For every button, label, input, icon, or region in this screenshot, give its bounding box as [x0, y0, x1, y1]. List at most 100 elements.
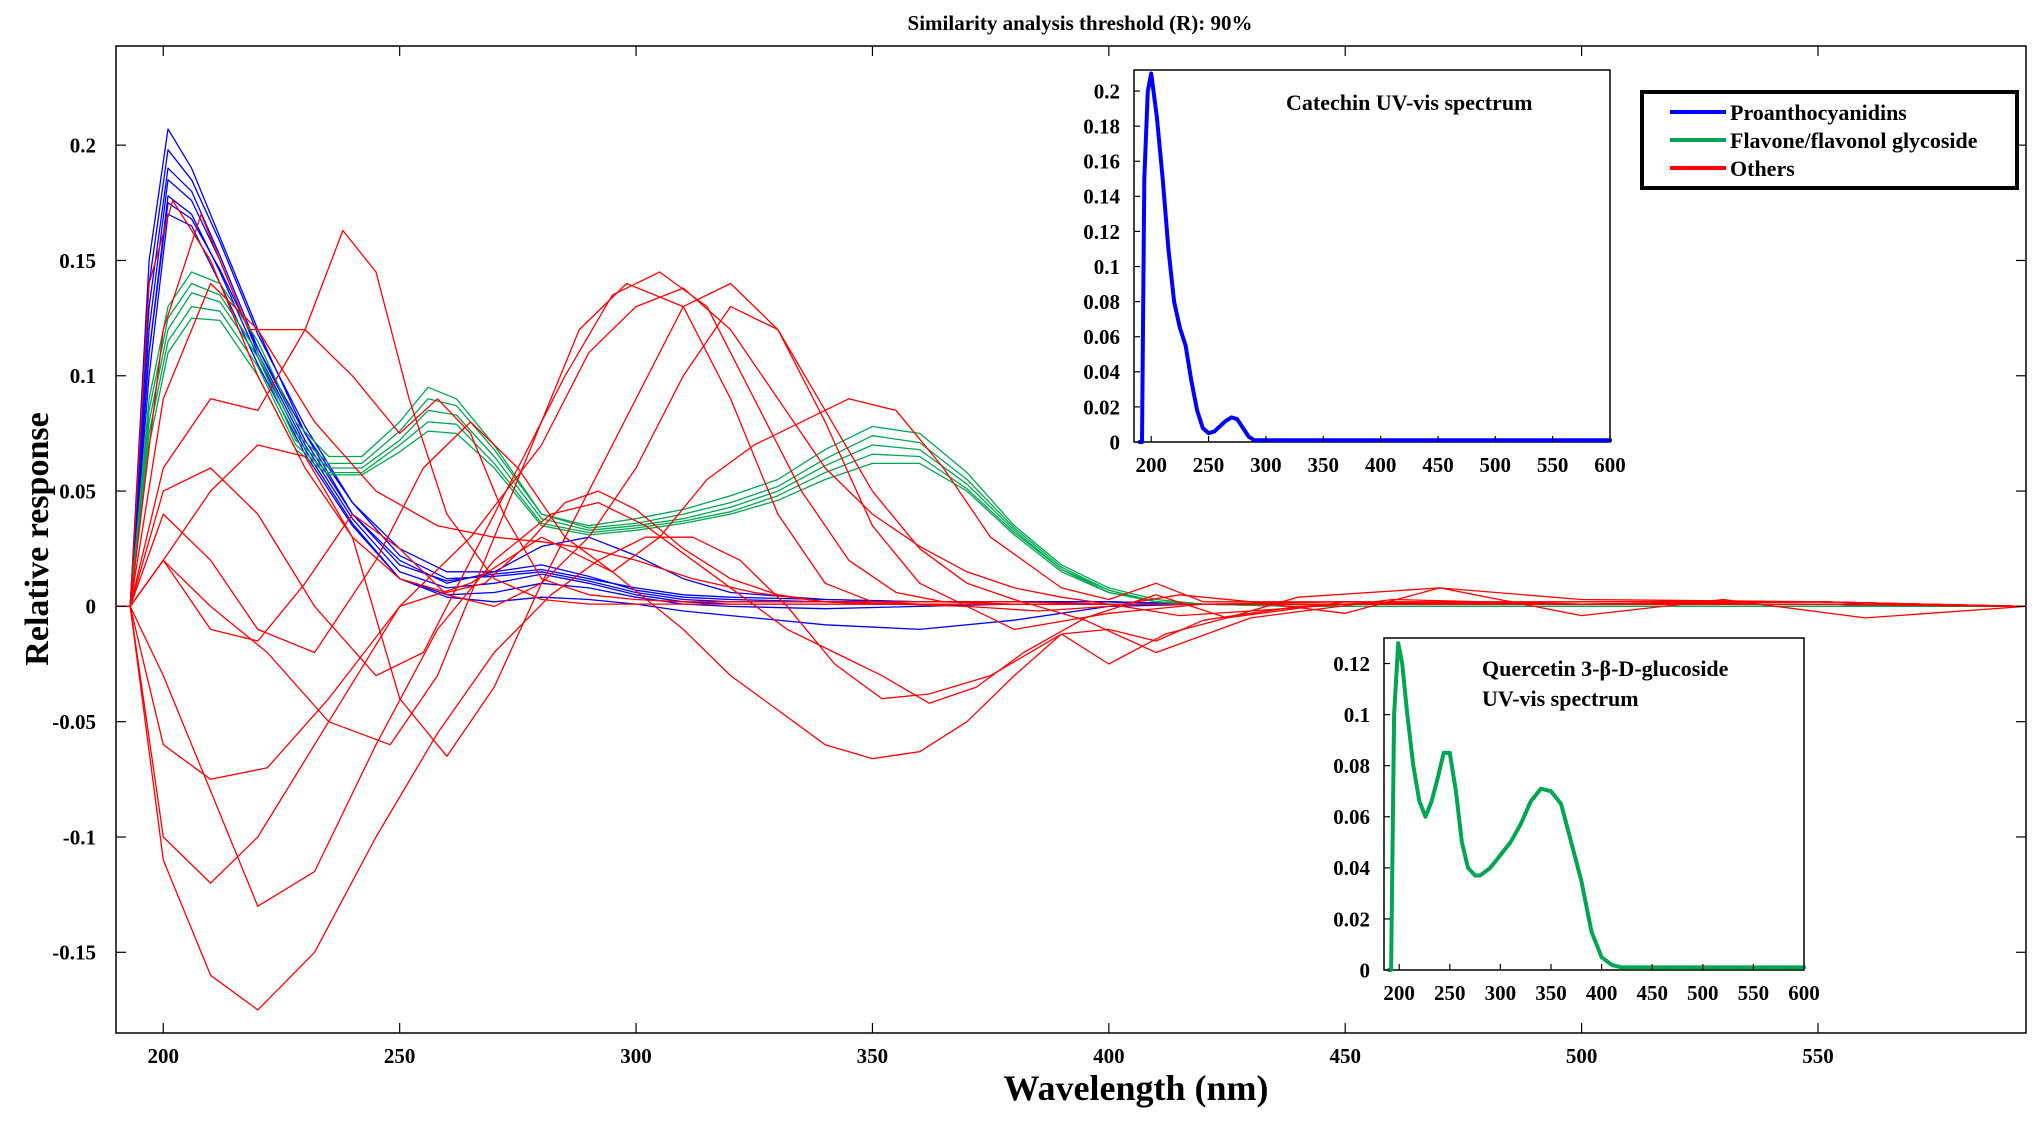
inset-catechin-y-axis-ticks: 0 0.02 0.04 0.06 0.08 0.1 0.12 0.14 0.16 0.18 0.2 [1083, 79, 1140, 454]
main-y-tick-label-3: 0 [86, 595, 97, 619]
legend-label-proanthocyanidins: Proanthocyanidins [1730, 100, 1907, 125]
main-series-others-23 [115, 305, 2027, 642]
inset-catechin-frame [1133, 69, 1611, 443]
legend: Proanthocyanidins Flavone/flavonol glyco… [1640, 90, 2019, 190]
main-series-proanthocyanidins-4 [115, 179, 2027, 608]
inset-catechin-x-axis-ticks: 200 250 300 350 400 450 500 550 600 [1135, 436, 1626, 477]
main-x-tick-label-300: 300 [620, 1044, 652, 1068]
main-x-tick-label-200: 200 [148, 1044, 180, 1068]
main-series-proanthocyanidins-3 [115, 167, 2027, 608]
inset-quercetin-title-line-2: UV-vis spectrum [1482, 686, 1639, 711]
inset-catechin-x-tick-label-350: 350 [1308, 453, 1340, 477]
legend-label-flavone-glycoside: Flavone/flavonol glycoside [1730, 128, 1978, 153]
main-x-tick-label-400: 400 [1093, 1044, 1125, 1068]
main-x-tick-label-550: 550 [1802, 1044, 1834, 1068]
main-series-flavone-flavonol-glycoside-12 [115, 317, 2027, 608]
inset-catechin-x-tick-label-250: 250 [1193, 453, 1225, 477]
legend-label-others: Others [1730, 156, 1795, 181]
inset-catechin-y-tick-label-9: 0.18 [1083, 115, 1120, 139]
main-chart-title: Similarity analysis threshold (R): 90% [908, 11, 1253, 35]
inset-quercetin-y-tick-label-2: 0.04 [1333, 856, 1370, 880]
main-plot-frame [115, 45, 2027, 1034]
inset-quercetin-x-tick-label-250: 250 [1434, 981, 1466, 1005]
main-series-flavone-flavonol-glycoside-8 [115, 271, 2027, 608]
main-x-axis-label: Wavelength (nm) [1004, 1068, 1269, 1108]
inset-quercetin-x-tick-label-600: 600 [1788, 981, 1820, 1005]
inset-quercetin-x-tick-label-400: 400 [1586, 981, 1618, 1005]
inset-catechin-series-group [1137, 71, 1612, 444]
main-series-others-15 [115, 199, 2027, 608]
main-series-proanthocyanidins-5 [115, 195, 2027, 610]
inset-quercetin-y-tick-label-5: 0.1 [1344, 703, 1370, 727]
inset-catechin-x-tick-label-450: 450 [1422, 453, 1454, 477]
main-x-tick-label-500: 500 [1566, 1044, 1598, 1068]
main-y-tick-label-6: 0.15 [59, 249, 96, 273]
inset-catechin-y-tick-label-7: 0.14 [1083, 185, 1120, 209]
inset-catechin-title: Catechin UV-vis spectrum [1286, 90, 1532, 115]
inset-catechin-y-tick-label-10: 0.2 [1094, 79, 1120, 103]
main-series-others-13 [115, 213, 2027, 608]
main-series-others-18 [115, 287, 2027, 780]
inset-catechin-x-tick-label-300: 300 [1250, 453, 1282, 477]
main-series-flavone-flavonol-glycoside-9 [115, 282, 2027, 608]
inset-quercetin: Quercetin 3-β-D-glucoside UV-vis spectru… [1333, 637, 1820, 1005]
main-y-tick-label-0: -0.15 [52, 941, 96, 965]
inset-quercetin-series-1 [1387, 641, 1806, 972]
inset-catechin-y-tick-label-0: 0 [1110, 430, 1121, 454]
inset-quercetin-y-axis-ticks: 0 0.02 0.04 0.06 0.08 0.1 0.12 [1333, 652, 1390, 982]
inset-catechin-y-tick-label-1: 0.02 [1083, 395, 1120, 419]
main-y-axis-label: Relative response [19, 412, 56, 665]
inset-quercetin-y-tick-label-6: 0.12 [1333, 652, 1370, 676]
inset-quercetin-x-tick-label-450: 450 [1636, 981, 1668, 1005]
main-series-group [115, 128, 2027, 1011]
inset-quercetin-x-tick-label-200: 200 [1383, 981, 1415, 1005]
inset-catechin-x-tick-label-200: 200 [1135, 453, 1167, 477]
main-series-proanthocyanidins-6 [115, 213, 2027, 631]
inset-quercetin-frame [1383, 637, 1805, 971]
inset-catechin: Catechin UV-vis spectrum 200 250 300 350 400… [1083, 69, 1626, 477]
inset-catechin-series-1 [1137, 71, 1612, 444]
main-series-others-20 [115, 536, 2027, 884]
inset-catechin-x-tick-label-400: 400 [1365, 453, 1397, 477]
inset-catechin-y-tick-label-8: 0.16 [1083, 150, 1120, 174]
inset-catechin-y-tick-label-5: 0.1 [1094, 255, 1120, 279]
main-series-others-24 [115, 501, 2027, 907]
inset-quercetin-y-tick-label-1: 0.02 [1333, 907, 1370, 931]
inset-quercetin-x-tick-label-550: 550 [1738, 981, 1770, 1005]
inset-catechin-y-tick-label-6: 0.12 [1083, 220, 1120, 244]
main-y-tick-label-2: -0.05 [52, 710, 96, 734]
main-y-tick-label-4: 0.05 [59, 479, 96, 503]
inset-quercetin-y-tick-label-0: 0 [1360, 958, 1371, 982]
inset-catechin-y-tick-label-3: 0.06 [1083, 325, 1120, 349]
main-series-others-21 [115, 282, 2027, 757]
inset-quercetin-y-tick-label-3: 0.06 [1333, 805, 1370, 829]
main-y-tick-label-5: 0.1 [70, 364, 96, 388]
main-y-axis-ticks: -0.15 -0.1 -0.05 0 0.05 0.1 0.15 0.2 [52, 134, 2026, 965]
main-plot: 200 250 300 350 400 450 500 550 -0.15 -0.1 -0.05 0… [52, 45, 2027, 1068]
inset-catechin-y-tick-label-2: 0.04 [1083, 360, 1120, 384]
main-series-proanthocyanidins-7 [115, 202, 2027, 608]
inset-quercetin-x-tick-label-500: 500 [1687, 981, 1719, 1005]
main-y-tick-label-7: 0.2 [70, 134, 96, 158]
main-series-others-22 [115, 398, 2027, 654]
inset-quercetin-x-tick-label-300: 300 [1485, 981, 1517, 1005]
main-x-axis-ticks: 200 250 300 350 400 450 500 550 [148, 46, 1834, 1068]
inset-catechin-y-tick-label-4: 0.08 [1083, 290, 1120, 314]
main-series-others-19 [115, 536, 2027, 1011]
main-x-tick-label-250: 250 [384, 1044, 416, 1068]
inset-quercetin-series-group [1387, 641, 1806, 972]
main-x-tick-label-350: 350 [857, 1044, 889, 1068]
main-series-others-17 [115, 271, 2027, 677]
inset-catechin-x-tick-label-600: 600 [1594, 453, 1626, 477]
main-series-proanthocyanidins-2 [115, 149, 2027, 608]
main-x-tick-label-450: 450 [1329, 1044, 1361, 1068]
inset-quercetin-x-tick-label-350: 350 [1535, 981, 1567, 1005]
inset-quercetin-y-tick-label-4: 0.08 [1333, 754, 1370, 778]
inset-catechin-x-tick-label-500: 500 [1480, 453, 1512, 477]
main-series-proanthocyanidins-1 [115, 128, 2027, 608]
inset-catechin-x-tick-label-550: 550 [1537, 453, 1569, 477]
inset-quercetin-title-line-1: Quercetin 3-β-D-glucoside [1482, 656, 1729, 681]
main-series-others-25 [115, 282, 2027, 619]
main-y-tick-label-1: -0.1 [63, 825, 96, 849]
